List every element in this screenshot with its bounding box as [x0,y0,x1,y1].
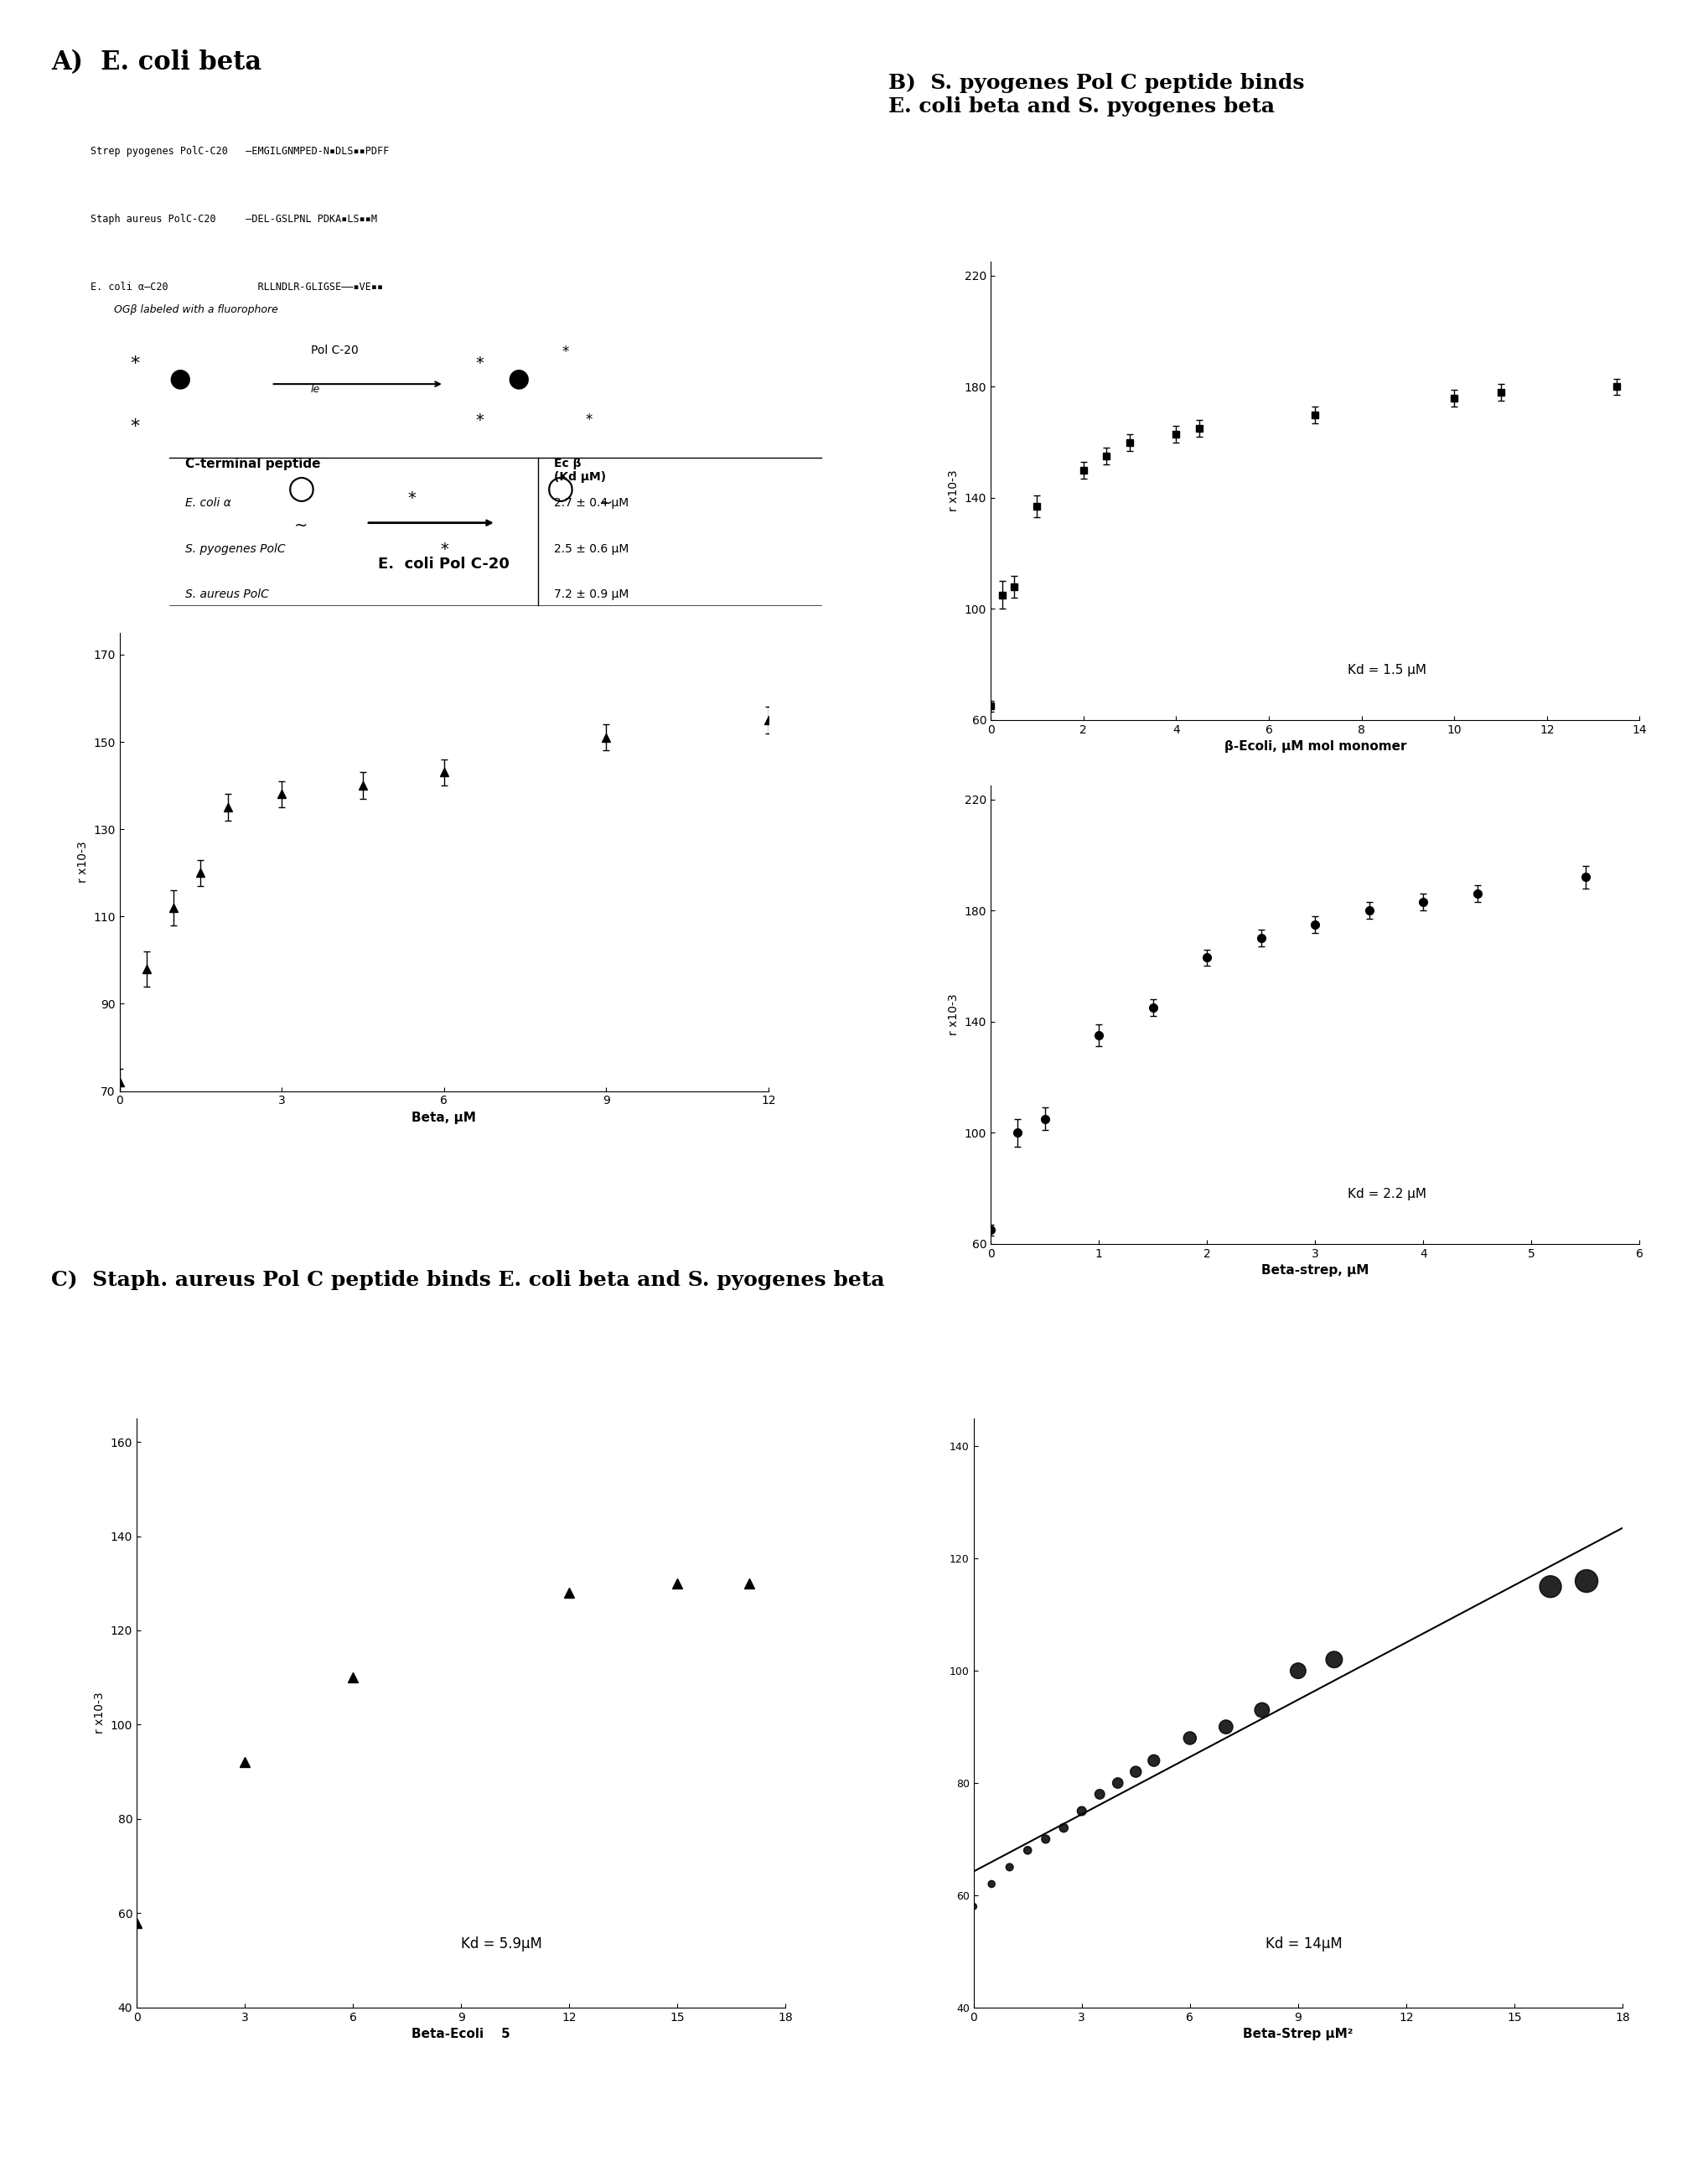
Point [1177,1722,1204,1757]
Text: ●: ● [169,367,191,391]
Text: 7.2 ± 0.9 μM: 7.2 ± 0.9 μM [553,589,629,600]
Text: *: * [441,541,447,556]
Text: Kd = 5.9μM: Kd = 5.9μM [461,1938,543,1953]
Text: *: * [408,491,415,506]
Text: ~: ~ [294,519,307,535]
Text: Strep pyogenes PolC-C20   —EMGILGNMPED-N▪DLS▪▪PDFF: Strep pyogenes PolC-C20 —EMGILGNMPED-N▪D… [91,146,389,157]
Point [1320,1643,1348,1678]
Point [1086,1776,1114,1811]
Point [1141,1743,1168,1778]
X-axis label: Beta-Ecoli    5: Beta-Ecoli 5 [412,2027,511,2040]
Point [1537,1569,1565,1604]
Text: Kd = 1.5 μM: Kd = 1.5 μM [1348,663,1426,676]
Text: E. coli α: E. coli α [184,497,231,508]
Text: 2.5 ± 0.6 μM: 2.5 ± 0.6 μM [553,543,629,554]
Text: E. coli α–C20               RLLNDLR-GLIGSE——▪VE▪▪: E. coli α–C20 RLLNDLR-GLIGSE——▪VE▪▪ [91,281,383,292]
Text: 2.7 ± 0.4 μM: 2.7 ± 0.4 μM [553,497,629,508]
Text: Kd = 2.2 μM: Kd = 2.2 μM [1348,1187,1426,1200]
X-axis label: Beta-Strep μM²: Beta-Strep μM² [1243,2027,1353,2040]
Y-axis label: r x10-3: r x10-3 [948,993,960,1036]
Text: *: * [562,345,569,360]
Text: Staph aureus PolC-C20     —DEL-GSLPNL PDKA▪LS▪▪M: Staph aureus PolC-C20 —DEL-GSLPNL PDKA▪L… [91,214,377,225]
Text: *: * [475,356,483,371]
Title: E.  coli Pol C-20: E. coli Pol C-20 [379,556,509,572]
Text: *: * [475,412,483,428]
Text: *: * [586,412,593,428]
Point [1284,1654,1312,1689]
Text: ○: ○ [547,473,576,504]
Y-axis label: r x10-3: r x10-3 [77,840,89,884]
Point [1122,1754,1149,1789]
Point [996,1850,1023,1885]
Text: S. pyogenes PolC: S. pyogenes PolC [184,543,285,554]
Text: Pol C-20: Pol C-20 [311,345,359,356]
X-axis label: Beta-strep, μM: Beta-strep, μM [1262,1263,1368,1276]
Text: le: le [311,384,319,395]
Point [960,1890,987,1925]
Text: ●: ● [507,367,529,391]
X-axis label: Beta, μM: Beta, μM [412,1111,477,1124]
Text: C)  Staph. aureus Pol C peptide binds E. coli beta and S. pyogenes beta: C) Staph. aureus Pol C peptide binds E. … [51,1270,885,1290]
Text: S. aureus PolC: S. aureus PolC [184,589,268,600]
Point [1103,1765,1131,1800]
Text: ~: ~ [600,495,613,511]
Y-axis label: r x10-3: r x10-3 [94,1691,106,1735]
Text: ○: ○ [287,473,316,504]
Text: B)  S. pyogenes Pol C peptide binds
E. coli beta and S. pyogenes beta: B) S. pyogenes Pol C peptide binds E. co… [888,72,1305,116]
Point [1068,1794,1095,1829]
Point [1050,1811,1078,1846]
Text: Ec β
(Kd μM): Ec β (Kd μM) [553,458,606,482]
Y-axis label: r x10-3: r x10-3 [948,469,960,513]
Point [1573,1564,1600,1599]
Text: Kd = 14μM: Kd = 14μM [1266,1938,1342,1953]
Text: OGβ labeled with a fluorophore: OGβ labeled with a fluorophore [114,305,278,316]
Text: *: * [130,419,140,434]
Point [1249,1693,1276,1728]
Text: *: * [130,356,140,373]
Text: C-terminal peptide: C-terminal peptide [184,458,319,471]
Point [1015,1833,1042,1868]
Point [1032,1822,1059,1857]
Point [1213,1709,1240,1743]
Point [979,1866,1006,1901]
Text: A)  E. coli beta: A) E. coli beta [51,50,261,76]
X-axis label: β-Ecoli, μM mol monomer: β-Ecoli, μM mol monomer [1225,740,1406,753]
